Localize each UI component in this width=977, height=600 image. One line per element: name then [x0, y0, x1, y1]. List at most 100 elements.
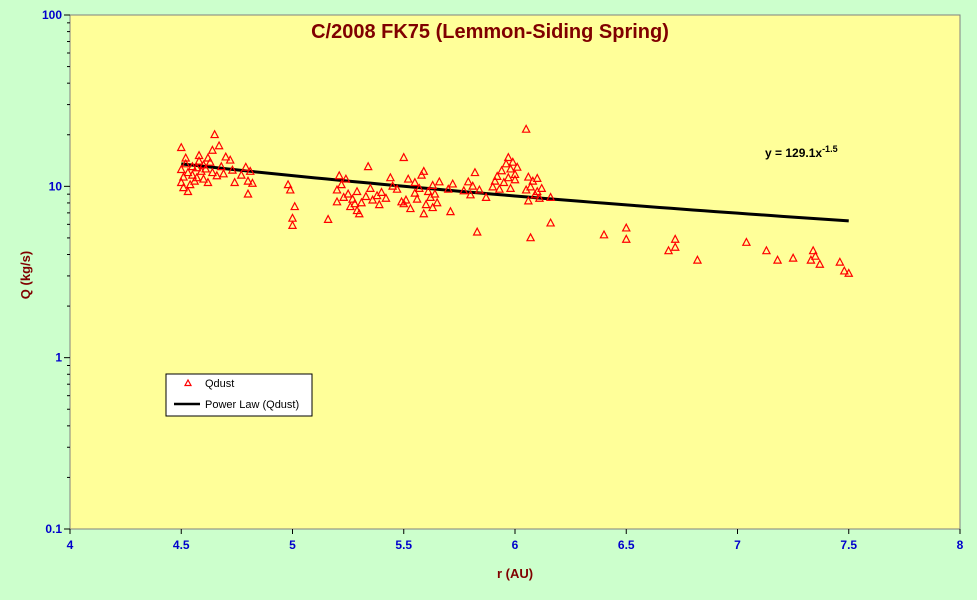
data-point [374, 199, 384, 209]
data-point [392, 184, 402, 193]
data-point [546, 192, 556, 201]
data-point [341, 173, 351, 183]
data-point [192, 162, 202, 172]
data-point [227, 165, 238, 174]
data-point [472, 226, 482, 236]
data-point [772, 255, 783, 264]
data-point [412, 194, 422, 203]
data-point [510, 174, 520, 184]
data-point [463, 176, 473, 186]
data-point [508, 157, 518, 166]
data-point [410, 188, 420, 197]
x-tick-label: 5 [289, 538, 296, 552]
data-point [445, 206, 456, 216]
x-tick-label: 4.5 [173, 538, 190, 552]
data-point [481, 192, 491, 201]
data-point [245, 166, 255, 175]
data-point [474, 184, 484, 194]
data-point [494, 184, 505, 193]
chart-title: C/2008 FK75 (Lemmon-Siding Spring) [311, 21, 669, 43]
data-point [334, 170, 344, 180]
data-point [532, 173, 542, 182]
data-point [181, 158, 191, 168]
data-point [368, 194, 378, 204]
data-point [410, 177, 420, 187]
data-point [521, 124, 531, 133]
data-point [181, 152, 191, 162]
data-point [187, 170, 197, 179]
data-point [376, 187, 387, 196]
data-point [414, 183, 424, 192]
data-point [354, 208, 364, 218]
data-point [428, 180, 438, 189]
equation-prefix: y = 129.1x [765, 146, 822, 160]
data-point [835, 257, 845, 266]
data-point [523, 171, 533, 181]
data-point [236, 170, 246, 179]
x-axis: 4 4.5 5 5.5 6 6.5 7 7.5 8 [67, 529, 964, 552]
data-point [510, 169, 520, 179]
data-point [403, 173, 413, 183]
legend-label-qdust: Qdust [205, 378, 234, 390]
data-point [241, 162, 251, 171]
data-point [599, 229, 609, 239]
data-point [178, 171, 189, 181]
x-tick-label: 6.5 [618, 538, 635, 552]
data-point [621, 234, 631, 243]
data-point [844, 268, 854, 277]
data-point [247, 178, 258, 187]
data-point [505, 183, 516, 192]
data-point [512, 162, 522, 171]
data-point [499, 177, 509, 187]
data-point [176, 177, 186, 187]
data-point [503, 152, 513, 162]
data-point [525, 232, 536, 242]
data-point [363, 161, 373, 171]
data-point [537, 183, 547, 192]
data-point [243, 176, 253, 185]
data-point [218, 168, 229, 178]
legend-marker-qdust [183, 378, 193, 387]
data-point [221, 151, 231, 161]
data-point [839, 265, 849, 275]
data-point [216, 161, 226, 171]
data-point [428, 202, 438, 212]
legend-box [165, 373, 313, 417]
data-point [663, 245, 674, 255]
data-point [546, 217, 556, 227]
data-point [192, 172, 202, 182]
data-point [207, 145, 217, 154]
data-point [399, 152, 409, 162]
data-point [492, 171, 502, 180]
equation-exponent: -1.5 [822, 144, 838, 154]
y-tick-label: 100 [42, 8, 62, 22]
data-point [183, 167, 193, 177]
data-point [488, 181, 498, 191]
data-point [810, 251, 820, 260]
data-point [183, 186, 193, 196]
data-point [808, 245, 818, 255]
data-point [332, 196, 342, 206]
y-tick-label: 10 [49, 179, 63, 193]
plot-area [69, 14, 961, 530]
data-point [198, 159, 209, 169]
data-point [459, 185, 469, 195]
data-point [352, 186, 362, 196]
data-point [761, 245, 772, 255]
data-point [212, 170, 222, 180]
series-qdust [176, 124, 854, 277]
data-point [361, 191, 371, 201]
data-point [323, 214, 333, 223]
data-point [176, 164, 186, 174]
x-tick-label: 5.5 [395, 538, 412, 552]
data-point [207, 167, 217, 177]
data-point [421, 199, 431, 209]
data-point [385, 172, 395, 182]
data-point [381, 193, 391, 202]
data-point [214, 140, 224, 150]
y-axis: 0.1 1 10 100 [42, 8, 70, 536]
data-point [336, 179, 347, 189]
data-point [356, 197, 367, 207]
y-tick-label: 1 [55, 351, 62, 365]
